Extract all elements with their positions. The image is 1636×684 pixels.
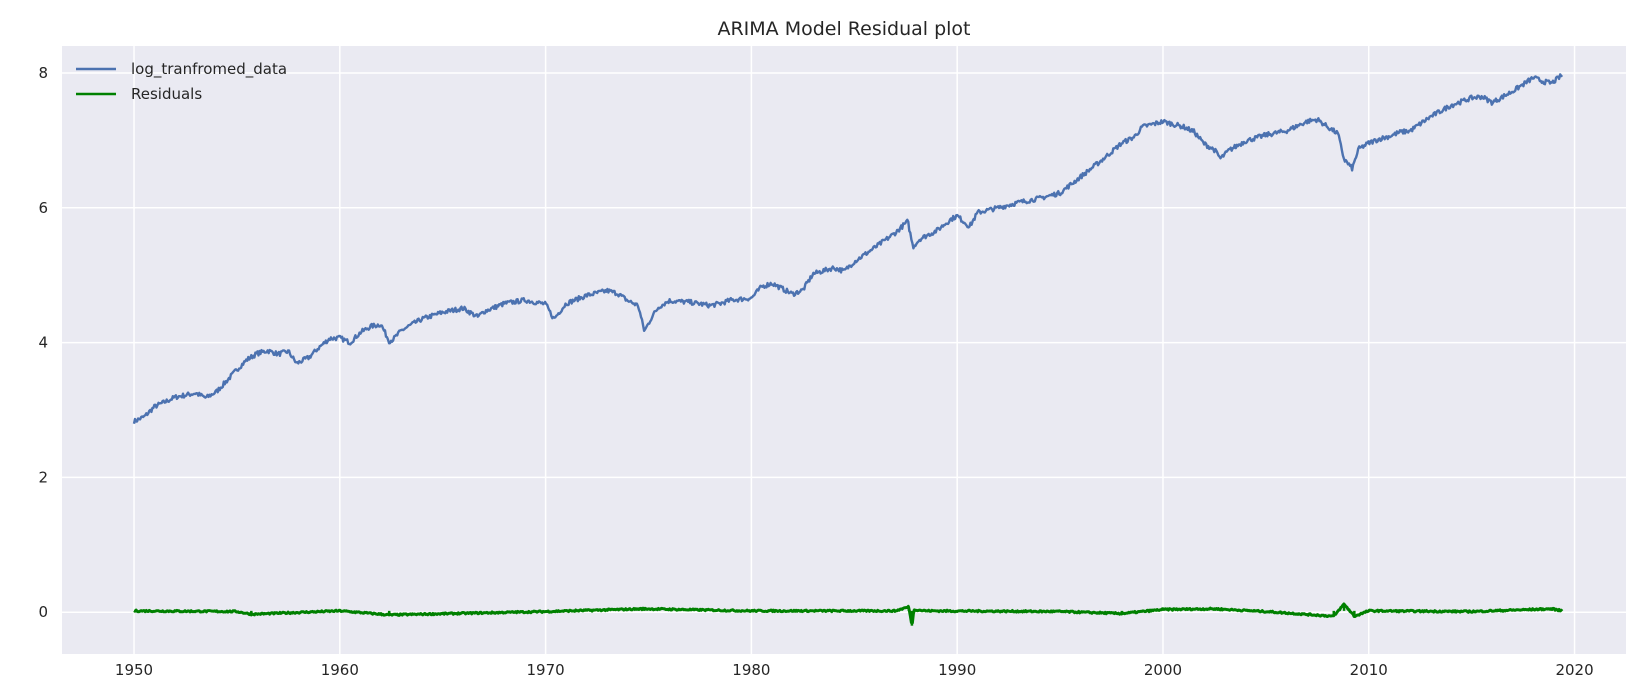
series-line-log-transformed — [132, 73, 1564, 425]
legend-label: Residuals — [131, 85, 202, 103]
y-tick-label: 6 — [38, 199, 48, 217]
x-tick-label: 1980 — [732, 661, 770, 679]
chart-title: ARIMA Model Residual plot — [717, 18, 970, 40]
x-tick-label: 2000 — [1144, 661, 1182, 679]
legend-label: log_tranfromed_data — [131, 60, 287, 79]
series-layer — [132, 73, 1564, 626]
plot-background — [62, 46, 1626, 654]
y-tick-label: 0 — [38, 603, 48, 621]
x-tick-label: 2020 — [1555, 661, 1593, 679]
tick-labels: 1950 1960 1970 1980 1990 2000 2010 2020 0 2 4 6 8 — [38, 64, 1593, 679]
y-tick-label: 2 — [38, 468, 48, 486]
x-tick-label: 1950 — [115, 661, 153, 679]
legend: log_tranfromed_data Residuals — [76, 60, 287, 103]
y-tick-label: 8 — [38, 64, 48, 82]
x-tick-label: 1970 — [527, 661, 565, 679]
x-tick-label: 1960 — [321, 661, 359, 679]
series-line-residuals — [133, 602, 1564, 625]
y-tick-label: 4 — [38, 334, 48, 352]
x-tick-label: 1990 — [938, 661, 976, 679]
x-tick-label: 2010 — [1350, 661, 1388, 679]
